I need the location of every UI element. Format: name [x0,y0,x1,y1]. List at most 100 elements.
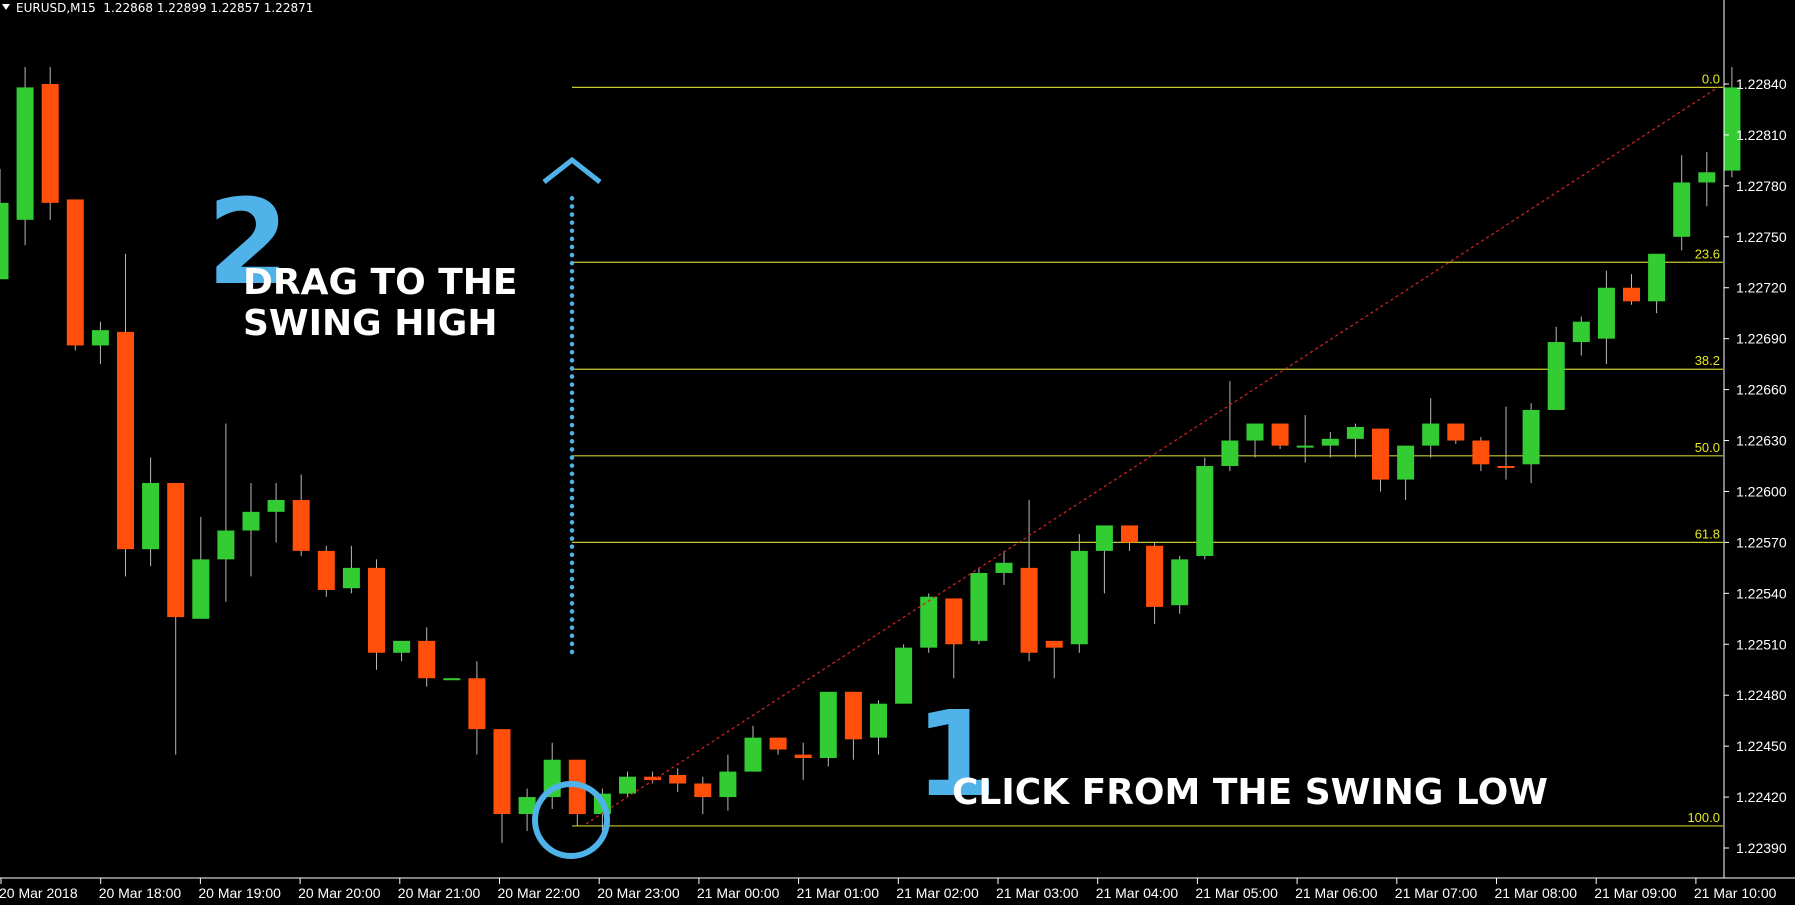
time-tick-label: 21 Mar 00:00 [697,885,780,901]
ohlc-values: 1.22868 1.22899 1.22857 1.22871 [103,1,314,15]
time-tick-label: 21 Mar 02:00 [896,885,979,901]
bear-candle-body [1146,545,1164,607]
price-tick-label: 1.22390 [1736,840,1787,856]
bull-candle-body [16,87,34,220]
bull-candle-body [443,678,461,681]
bull-candle-body [619,776,636,794]
bull-candle-body [1648,253,1666,302]
time-tick-label: 21 Mar 03:00 [996,885,1079,901]
bull-candle-body [242,511,260,531]
step-1-number: 1 [915,685,998,823]
bear-candle-body [1447,423,1465,441]
price-tick-label: 1.22510 [1736,636,1787,652]
bear-candle-body [1045,640,1063,648]
price-tick-label: 1.22600 [1736,483,1787,499]
bull-candle-body [1246,423,1264,441]
bear-candle-body [1497,466,1515,468]
swing-low-circle-icon [532,781,610,859]
bull-candle-body [518,797,536,815]
bear-candle-body [117,331,134,550]
bull-candle-body [217,530,235,560]
bull-candle-body [1397,445,1415,480]
price-tick-label: 1.22420 [1736,789,1787,805]
bear-candle-body [1271,423,1289,446]
fib-level-label: 38.2 [1695,353,1720,368]
step-1-text: CLICK FROM THE SWING LOW [952,772,1548,813]
bear-candle-body [41,84,59,203]
bull-candle-body [0,202,9,280]
price-tick-label: 1.22840 [1736,76,1787,92]
collapse-triangle-icon[interactable] [2,4,10,10]
bull-candle-body [1522,409,1540,465]
tutorial-overlay [532,156,610,859]
bull-candle-body [1597,287,1615,339]
bear-candle-body [669,774,687,784]
bull-candle-body [1296,445,1314,448]
bull-candle-body [1673,182,1691,237]
fib-level-label: 61.8 [1695,526,1720,541]
bull-candle-body [995,562,1013,573]
step-2-line-2: SWING HIGH [243,303,498,345]
bear-candle-body [66,199,84,346]
bull-candle-body [1572,321,1590,343]
time-tick-label: 20 Mar 19:00 [198,885,281,901]
bull-candle-body [1346,426,1364,439]
price-tick-label: 1.22750 [1736,229,1787,245]
bull-candle-body [142,482,160,550]
time-tick-label: 21 Mar 05:00 [1195,885,1278,901]
bear-candle-body [317,550,335,590]
time-tick-label: 20 Mar 21:00 [398,885,481,901]
bear-candle-body [1121,525,1138,543]
step-2-line-1: DRAG TO THE [243,262,518,303]
fib-level-label: 100.0 [1687,810,1720,825]
drag-arrow-up-icon [542,156,602,184]
price-tick-label: 1.22540 [1736,585,1787,601]
bear-candle-body [418,640,436,679]
bull-candle-body [1196,466,1214,556]
time-tick-label: 21 Mar 06:00 [1295,885,1378,901]
bear-candle-body [794,754,812,759]
bull-candle-body [870,703,887,738]
price-tick-label: 1.22810 [1736,127,1787,143]
bear-candle-body [945,598,963,645]
bull-candle-body [1171,559,1189,606]
bear-candle-body [1372,428,1389,480]
bear-candle-body [292,499,310,551]
time-tick-label: 21 Mar 09:00 [1594,885,1677,901]
bull-candle-body [719,771,737,798]
bull-candle-body [1070,550,1088,645]
bull-candle-body [1095,525,1113,551]
bull-candle-body [1723,87,1741,171]
time-tick-label: 20 Mar 22:00 [498,885,581,901]
bull-candle-body [267,499,285,512]
bull-candle-body [1698,172,1716,183]
bull-candle-body [342,567,360,589]
fibonacci-retracement: 0.0 23.6 38.2 50.0 61.8 100.0 [572,71,1723,827]
bear-candle-body [493,729,511,815]
price-tick-label: 1.22570 [1736,534,1787,550]
bull-candle-body [1221,440,1239,466]
price-tick-label: 1.22720 [1736,280,1787,296]
bull-candle-body [920,596,938,648]
bear-candle-body [468,678,486,730]
fib-level-label: 23.6 [1695,246,1720,261]
bear-candle-body [844,691,862,740]
time-tick-label: 21 Mar 08:00 [1495,885,1578,901]
step-2-number: 2 [207,173,290,311]
time-tick-label: 21 Mar 07:00 [1395,885,1478,901]
price-tick-label: 1.22450 [1736,738,1787,754]
price-tick-label: 1.22780 [1736,178,1787,194]
time-tick-label: 21 Mar 04:00 [1096,885,1179,901]
fib-level-label: 0.0 [1702,71,1720,86]
bull-candle-body [1422,423,1440,446]
time-tick-label: 20 Mar 18:00 [99,885,182,901]
symbol-label: EURUSD,M15 [16,1,96,15]
bull-candle-body [91,330,109,346]
step-2-text: DRAG TO THE SWING HIGH [243,262,518,345]
bull-candle-body [1547,342,1565,410]
time-tick-label: 21 Mar 10:00 [1694,885,1777,901]
price-tick-label: 1.22690 [1736,331,1787,347]
bull-candle-body [895,647,913,704]
